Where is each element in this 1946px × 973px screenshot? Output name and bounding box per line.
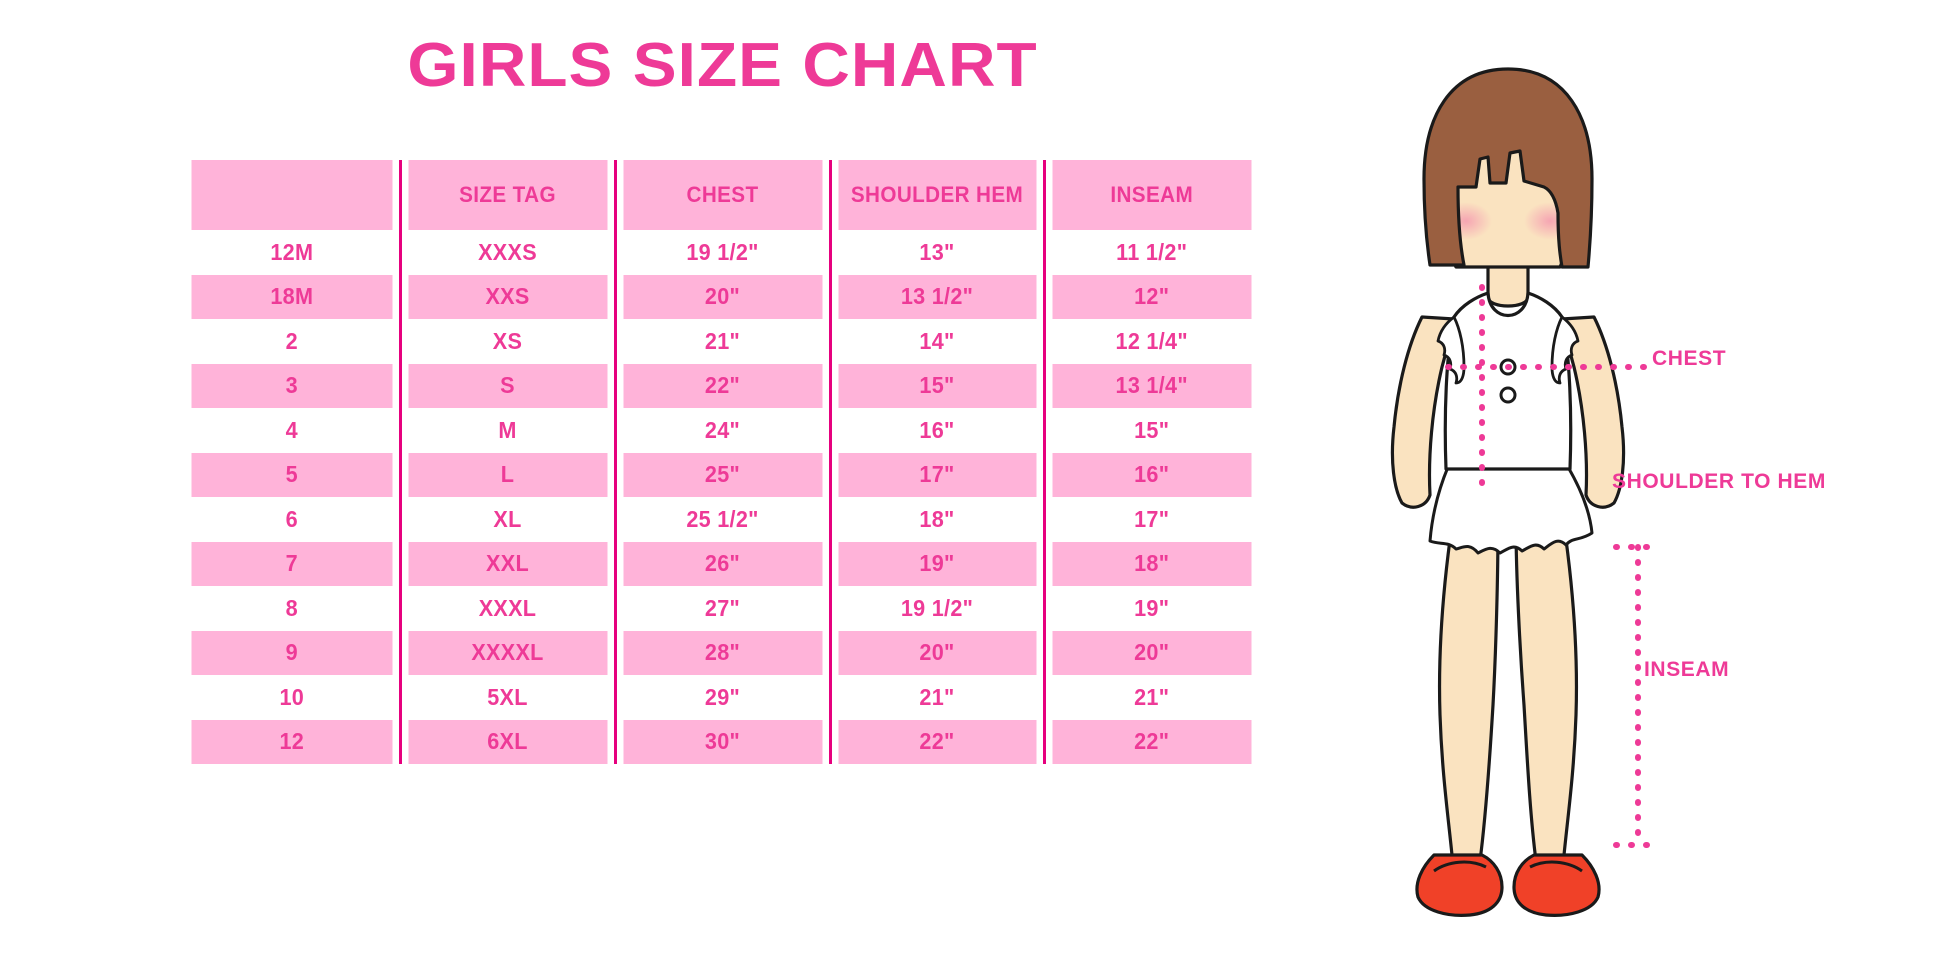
cell-size: 6 bbox=[191, 497, 394, 542]
skirt-shape bbox=[1428, 465, 1594, 555]
size-chart-table: SIZE TAG CHEST SHOULDER HEM INSEAM 12M X… bbox=[185, 160, 1258, 764]
table-row: 9 XXXXL 28" 20" 20" bbox=[185, 630, 1258, 675]
table-row: 18M XXS 20" 13 1/2" 12" bbox=[185, 274, 1258, 319]
cell-chest: 29" bbox=[620, 675, 824, 720]
cell-chest: 27" bbox=[620, 586, 824, 631]
girl-figure-illustration bbox=[1330, 55, 1710, 925]
cell-size-tag: M bbox=[405, 408, 609, 453]
cell-inseam: 21" bbox=[1049, 675, 1252, 720]
cell-size: 9 bbox=[191, 630, 394, 675]
cell-shoulder-hem: 19 1/2" bbox=[835, 586, 1038, 631]
cell-size: 18M bbox=[191, 274, 394, 319]
measurement-guides bbox=[1445, 284, 1657, 848]
arms-shape bbox=[1390, 315, 1626, 509]
callout-label-chest: CHEST bbox=[1652, 347, 1727, 370]
cell-chest: 21" bbox=[620, 319, 824, 364]
cell-size-tag: S bbox=[405, 363, 609, 408]
cell-size-tag: XXXL bbox=[405, 586, 609, 631]
column-header-size-tag: SIZE TAG bbox=[405, 160, 609, 230]
cell-shoulder-hem: 22" bbox=[835, 719, 1038, 764]
table-row: 4 M 24" 16" 15" bbox=[185, 408, 1258, 453]
cell-size-tag: XXL bbox=[405, 541, 609, 586]
cell-chest: 25 1/2" bbox=[620, 497, 824, 542]
cell-chest: 28" bbox=[620, 630, 824, 675]
table-row: 12M XXXS 19 1/2" 13" 11 1/2" bbox=[185, 230, 1258, 275]
cell-shoulder-hem: 21" bbox=[835, 675, 1038, 720]
cell-inseam: 20" bbox=[1049, 630, 1252, 675]
cell-inseam: 22" bbox=[1049, 719, 1252, 764]
cell-size: 5 bbox=[191, 452, 394, 497]
cell-size: 10 bbox=[191, 675, 394, 720]
cell-shoulder-hem: 19" bbox=[835, 541, 1038, 586]
cell-size-tag: XXS bbox=[405, 274, 609, 319]
size-chart-table-wrapper: SIZE TAG CHEST SHOULDER HEM INSEAM 12M X… bbox=[185, 160, 1258, 764]
cell-chest: 24" bbox=[620, 408, 824, 453]
table-header-row: SIZE TAG CHEST SHOULDER HEM INSEAM bbox=[185, 160, 1258, 230]
cell-shoulder-hem: 16" bbox=[835, 408, 1038, 453]
cell-size: 2 bbox=[191, 319, 394, 364]
cell-shoulder-hem: 15" bbox=[835, 363, 1038, 408]
cell-chest: 30" bbox=[620, 719, 824, 764]
table-row: 3 S 22" 15" 13 1/4" bbox=[185, 363, 1258, 408]
cell-inseam: 19" bbox=[1049, 586, 1252, 631]
top-shape bbox=[1436, 291, 1580, 471]
callout-label-shoulder-to-hem: SHOULDER TO HEM bbox=[1612, 470, 1826, 493]
table-row: 12 6XL 30" 22" 22" bbox=[185, 719, 1258, 764]
page-title: GIRLS SIZE CHART bbox=[407, 31, 1038, 100]
column-header-size bbox=[191, 160, 394, 230]
cell-size: 7 bbox=[191, 541, 394, 586]
cell-size-tag: XXXS bbox=[405, 230, 609, 275]
cell-shoulder-hem: 13" bbox=[835, 230, 1038, 275]
cell-inseam: 17" bbox=[1049, 497, 1252, 542]
legs-shape bbox=[1437, 523, 1579, 868]
cell-size-tag: 6XL bbox=[405, 719, 609, 764]
table-row: 10 5XL 29" 21" 21" bbox=[185, 675, 1258, 720]
cell-inseam: 18" bbox=[1049, 541, 1252, 586]
table-row: 7 XXL 26" 19" 18" bbox=[185, 541, 1258, 586]
table-header: SIZE TAG CHEST SHOULDER HEM INSEAM bbox=[185, 160, 1258, 230]
table-row: 8 XXXL 27" 19 1/2" 19" bbox=[185, 586, 1258, 631]
cell-inseam: 11 1/2" bbox=[1049, 230, 1252, 275]
cell-size: 12 bbox=[191, 719, 394, 764]
cell-size-tag: L bbox=[405, 452, 609, 497]
column-header-shoulder-hem: SHOULDER HEM bbox=[835, 160, 1038, 230]
cell-inseam: 12 1/4" bbox=[1049, 319, 1252, 364]
cell-shoulder-hem: 17" bbox=[835, 452, 1038, 497]
cell-chest: 20" bbox=[620, 274, 824, 319]
cell-size-tag: XS bbox=[405, 319, 609, 364]
cell-chest: 26" bbox=[620, 541, 824, 586]
cell-inseam: 13 1/4" bbox=[1049, 363, 1252, 408]
cell-size: 12M bbox=[191, 230, 394, 275]
cell-shoulder-hem: 14" bbox=[835, 319, 1038, 364]
hair-shape bbox=[1422, 67, 1594, 269]
cell-inseam: 12" bbox=[1049, 274, 1252, 319]
cell-size: 3 bbox=[191, 363, 394, 408]
table-body: 12M XXXS 19 1/2" 13" 11 1/2" 18M XXS 20"… bbox=[185, 230, 1258, 764]
cell-size-tag: 5XL bbox=[405, 675, 609, 720]
cell-inseam: 15" bbox=[1049, 408, 1252, 453]
cell-chest: 19 1/2" bbox=[620, 230, 824, 275]
cell-size: 8 bbox=[191, 586, 394, 631]
cell-chest: 22" bbox=[620, 363, 824, 408]
callout-label-inseam: INSEAM bbox=[1644, 658, 1730, 681]
column-header-inseam: INSEAM bbox=[1049, 160, 1252, 230]
cell-inseam: 16" bbox=[1049, 452, 1252, 497]
table-row: 5 L 25" 17" 16" bbox=[185, 452, 1258, 497]
cell-size-tag: XXXXL bbox=[405, 630, 609, 675]
cell-shoulder-hem: 18" bbox=[835, 497, 1038, 542]
cell-shoulder-hem: 20" bbox=[835, 630, 1038, 675]
table-row: 6 XL 25 1/2" 18" 17" bbox=[185, 497, 1258, 542]
cell-size: 4 bbox=[191, 408, 394, 453]
cell-shoulder-hem: 13 1/2" bbox=[835, 274, 1038, 319]
table-row: 2 XS 21" 14" 12 1/4" bbox=[185, 319, 1258, 364]
cell-size-tag: XL bbox=[405, 497, 609, 542]
column-header-chest: CHEST bbox=[620, 160, 824, 230]
button-icon bbox=[1499, 386, 1517, 404]
cell-chest: 25" bbox=[620, 452, 824, 497]
shoes-shape bbox=[1415, 853, 1601, 917]
